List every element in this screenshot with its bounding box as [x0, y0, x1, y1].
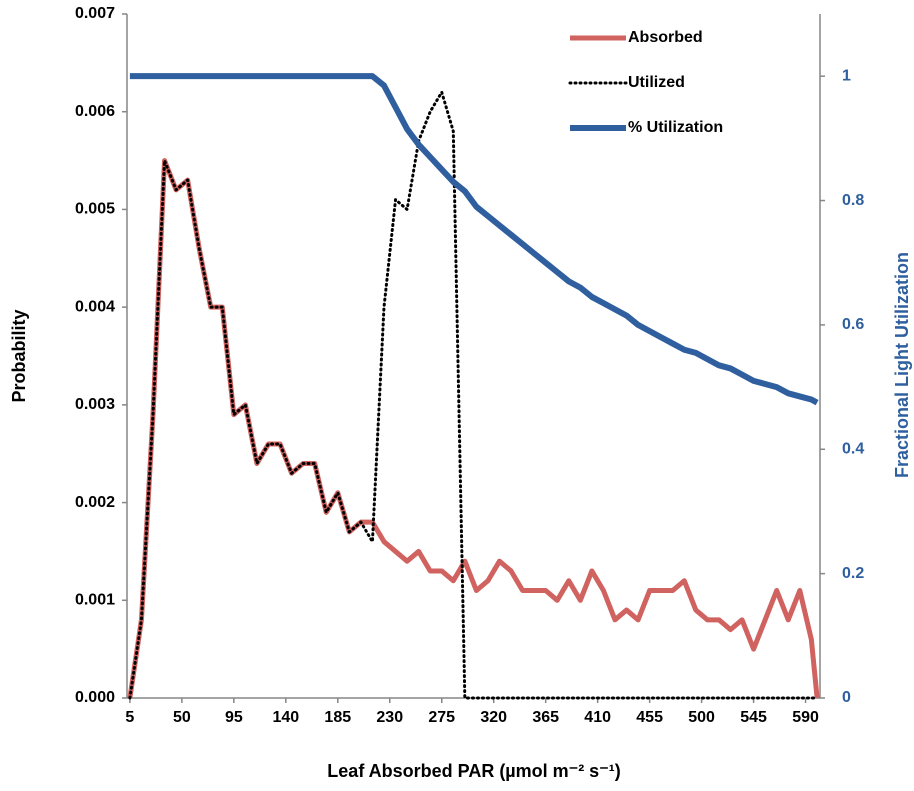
- y-tick-label: 0.005: [75, 201, 115, 218]
- x-tick-label: 50: [173, 709, 191, 726]
- x-tick-label: 365: [532, 709, 559, 726]
- x-axis-label: Leaf Absorbed PAR (µmol m⁻² s⁻¹): [327, 761, 620, 781]
- x-tick-label: 320: [480, 709, 507, 726]
- series-line: [128, 90, 819, 700]
- series-line: [127, 158, 820, 699]
- y-tick-label: 0.003: [75, 396, 115, 413]
- y2-tick-label: 0.2: [842, 565, 864, 582]
- y2-tick-label: 0.8: [842, 192, 864, 209]
- y-tick-label: 0.001: [75, 592, 115, 609]
- x-tick-label: 455: [636, 709, 663, 726]
- x-tick-label: 95: [225, 709, 243, 726]
- y2-tick-label: 0.4: [842, 440, 864, 457]
- x-tick-label: 410: [584, 709, 611, 726]
- y2-tick-label: 0: [842, 689, 851, 706]
- legend-label: Utilized: [628, 74, 685, 91]
- x-tick-label: 5: [125, 709, 134, 726]
- y-tick-label: 0.006: [75, 103, 115, 120]
- legend-label: % Utilization: [628, 119, 723, 136]
- y-tick-label: 0.007: [75, 5, 115, 22]
- x-tick-label: 230: [376, 709, 403, 726]
- y-tick-label: 0.004: [75, 298, 115, 315]
- x-tick-label: 500: [688, 709, 715, 726]
- y-tick-label: 0.000: [75, 689, 115, 706]
- y2-tick-label: 0.6: [842, 316, 864, 333]
- y2-tick-label: 1: [842, 67, 851, 84]
- x-tick-label: 275: [428, 709, 455, 726]
- x-tick-label: 140: [272, 709, 299, 726]
- x-tick-label: 590: [792, 709, 819, 726]
- x-tick-label: 185: [324, 709, 351, 726]
- y-axis-label: Probability: [9, 309, 29, 402]
- legend-label: Absorbed: [628, 29, 703, 46]
- series-line: [129, 73, 819, 406]
- y2-axis-label: Fractional Light Utilization: [892, 252, 912, 478]
- x-tick-label: 545: [740, 709, 767, 726]
- y-tick-label: 0.002: [75, 494, 115, 511]
